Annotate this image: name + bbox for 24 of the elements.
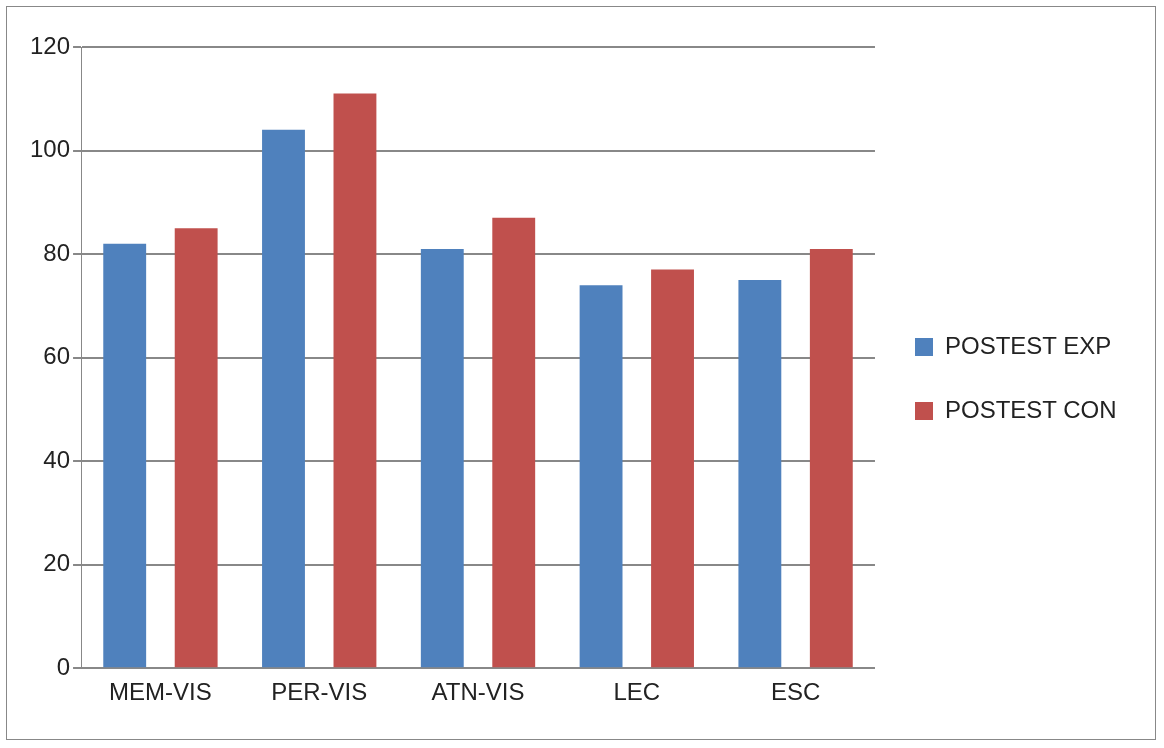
bar	[651, 269, 694, 668]
y-tick-label: 20	[43, 549, 71, 577]
bar	[579, 285, 623, 668]
bar	[738, 279, 782, 668]
bar	[103, 243, 147, 668]
y-tick-label: 120	[30, 31, 71, 59]
legend-label: POSTEST EXP	[944, 331, 1112, 359]
bar	[262, 129, 305, 668]
bar	[809, 248, 853, 668]
y-tick-label: 0	[56, 652, 71, 680]
x-tick-label: MEM-VIS	[109, 678, 212, 706]
x-tick-label: PER-VIS	[271, 678, 368, 706]
y-tick-label: 100	[30, 135, 71, 163]
bar	[333, 93, 377, 668]
bar	[420, 248, 464, 668]
y-tick-label: 40	[43, 445, 71, 473]
x-tick-label: LEC	[613, 678, 661, 706]
bar	[174, 228, 218, 668]
x-tick-label: ATN-VIS	[431, 678, 525, 706]
legend-label: POSTEST CON	[944, 395, 1117, 423]
x-tick-label: ESC	[770, 678, 821, 706]
y-tick-label: 60	[43, 342, 71, 370]
y-tick-label: 80	[43, 238, 71, 266]
bar	[492, 217, 536, 668]
